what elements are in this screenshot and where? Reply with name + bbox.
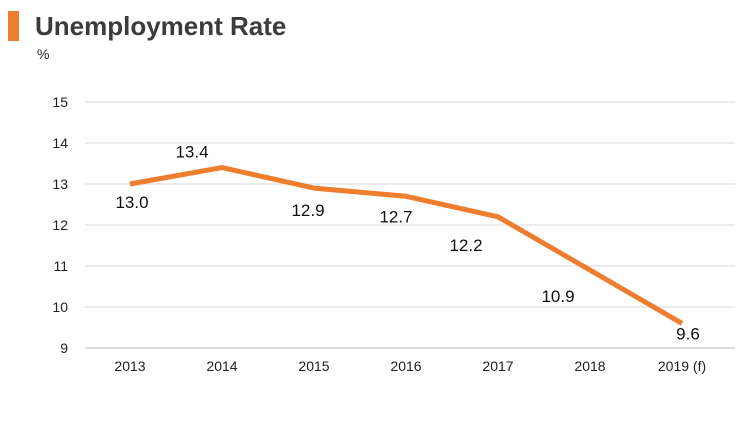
y-axis-unit-label: % [37,46,50,62]
data-label: 12.2 [449,236,482,255]
series-group [129,165,684,326]
data-labels: 13.0 13.4 12.9 12.7 12.2 10.9 9.6 [115,143,699,344]
y-axis-ticks: 9 10 11 12 13 14 15 [52,94,68,356]
x-tick-label: 2016 [390,358,421,374]
y-tick-label: 9 [60,340,68,356]
data-label: 13.0 [115,193,148,212]
y-tick-label: 15 [52,94,68,110]
x-axis-ticks: 2013 2014 2015 2016 2017 2018 2019 (f) [114,358,706,374]
y-tick-label: 10 [52,299,68,315]
data-label: 13.4 [175,143,208,162]
x-tick-label: 2018 [574,358,605,374]
data-label: 10.9 [541,287,574,306]
chart-title: Unemployment Rate [35,11,287,41]
x-tick-label: 2017 [482,358,513,374]
x-tick-label: 2019 (f) [658,358,706,374]
y-tick-label: 12 [52,217,68,233]
x-tick-label: 2014 [206,358,237,374]
y-tick-label: 11 [53,258,68,274]
y-tick-label: 14 [52,135,68,151]
y-tick-label: 13 [52,176,68,192]
data-label: 12.7 [379,207,412,226]
data-label: 12.9 [291,201,324,220]
series-line [129,165,684,326]
data-label: 9.6 [676,324,700,343]
x-tick-label: 2013 [114,358,145,374]
gridlines [85,101,735,349]
x-tick-label: 2015 [298,358,329,374]
title-accent-bar [8,11,19,41]
